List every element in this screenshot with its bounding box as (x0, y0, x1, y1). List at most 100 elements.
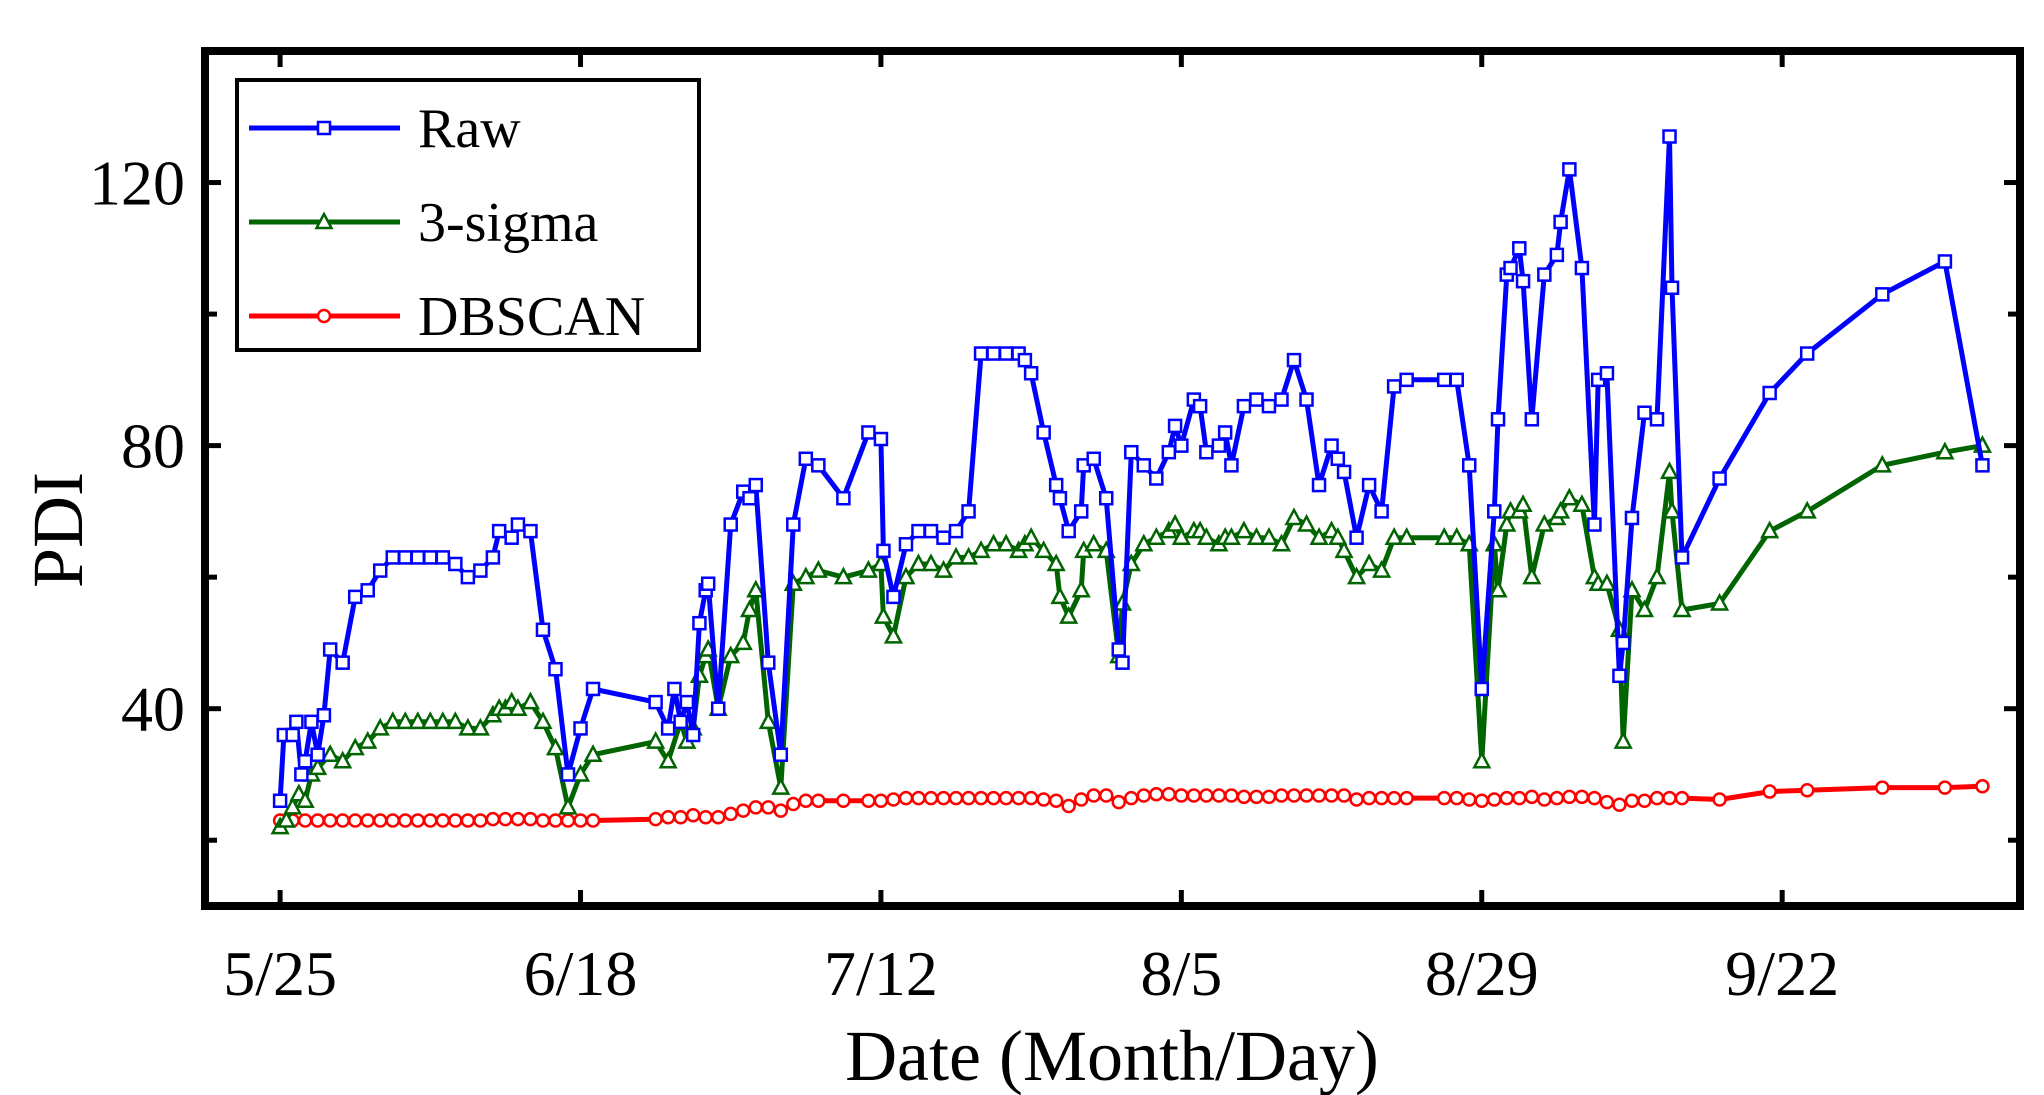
data-point-3-sigma (533, 711, 553, 730)
data-point-raw (1662, 129, 1677, 144)
data-point-3-sigma (1397, 527, 1417, 545)
data-point-dbscan (1299, 788, 1314, 803)
data-point-dbscan (1048, 793, 1064, 809)
data-point-raw (304, 714, 319, 730)
series-raw (272, 129, 1990, 809)
data-point-dbscan (310, 813, 325, 828)
data-point-raw (523, 523, 538, 539)
data-point-raw (1098, 490, 1114, 506)
data-point-dbscan (523, 811, 538, 827)
data-point-3-sigma (1709, 592, 1730, 611)
data-point-raw (948, 523, 964, 539)
data-point-dbscan (1124, 790, 1139, 806)
ticks-layer: 5/25 6/18 7/12 8/5 8/29 9/22 40 80 120 (89, 51, 2020, 1009)
data-point-raw (1461, 458, 1477, 473)
data-point-3-sigma (733, 632, 753, 651)
data-point-3-sigma (295, 790, 315, 809)
data-point-3-sigma (445, 711, 465, 730)
data-point-3-sigma (1334, 540, 1354, 559)
data-point-dbscan (510, 811, 526, 827)
data-point-raw (1224, 458, 1239, 473)
data-point-dbscan (1875, 780, 1890, 795)
data-point-raw (1674, 550, 1690, 565)
data-point-3-sigma (383, 711, 403, 730)
data-point-dbscan (1011, 790, 1026, 806)
data-point-dbscan (798, 793, 814, 809)
data-point-raw (1524, 412, 1540, 427)
data-point-3-sigma (1935, 441, 1955, 460)
data-point-3-sigma (508, 698, 528, 716)
data-point-dbscan (1512, 790, 1527, 806)
data-point-raw (385, 550, 401, 565)
data-point-3-sigma (1760, 520, 1780, 539)
data-point-3-sigma (420, 711, 440, 730)
data-point-3-sigma (796, 566, 816, 585)
data-point-dbscan (648, 811, 663, 827)
data-point-raw (1199, 444, 1214, 460)
data-point-dbscan (735, 803, 751, 818)
data-point-raw (510, 517, 526, 532)
data-point-3-sigma (345, 737, 365, 756)
data-point-raw (648, 694, 663, 710)
data-point-raw (876, 543, 891, 559)
legend-entry-3-sigma: 3-sigma (249, 192, 599, 254)
data-point-dbscan (961, 790, 976, 806)
data-point-3-sigma (996, 533, 1016, 552)
data-point-dbscan (1599, 794, 1615, 810)
data-point-3-sigma (1372, 559, 1392, 578)
data-point-dbscan (1587, 790, 1602, 806)
data-point-raw (1136, 458, 1152, 473)
data-point-raw (535, 622, 551, 638)
data-point-3-sigma (771, 776, 791, 795)
data-point-dbscan (986, 790, 1001, 806)
data-point-3-sigma (1165, 513, 1185, 532)
data-point-raw (1023, 366, 1039, 381)
data-point-raw (1052, 490, 1068, 506)
data-point-raw (1017, 352, 1033, 368)
data-point-3-sigma (1021, 527, 1041, 545)
data-point-dbscan (710, 809, 726, 825)
data-point-dbscan (322, 813, 338, 828)
data-point-3-sigma (933, 559, 954, 578)
data-point-raw (1637, 405, 1652, 420)
data-point-dbscan (1399, 790, 1414, 806)
data-point-dbscan (1549, 790, 1565, 806)
series-layer (270, 129, 1993, 835)
data-point-dbscan (535, 813, 551, 828)
data-point-dbscan (685, 807, 701, 823)
data-point-3-sigma (1497, 513, 1517, 532)
data-point-raw (1587, 517, 1602, 532)
data-point-dbscan (1624, 793, 1640, 809)
x-tick-label: 9/22 (1725, 938, 1839, 1009)
plot-frame (201, 47, 2024, 910)
data-point-dbscan (1662, 790, 1677, 806)
data-point-dbscan (1073, 792, 1089, 807)
data-point-raw (1336, 464, 1352, 480)
data-point-raw (673, 714, 688, 730)
data-point-dbscan (1649, 790, 1665, 806)
data-point-dbscan (410, 813, 426, 828)
data-point-dbscan (1224, 788, 1239, 803)
data-point-raw (1167, 418, 1183, 434)
data-point-raw (700, 576, 716, 591)
data-point-raw (786, 517, 801, 532)
data-point-raw (1474, 681, 1490, 697)
data-point-dbscan (673, 809, 688, 825)
data-point-dbscan (911, 790, 926, 806)
data-point-3-sigma (971, 540, 991, 559)
data-point-3-sigma (808, 559, 828, 578)
data-point-raw (1799, 346, 1815, 361)
data-point-raw (1349, 530, 1364, 545)
data-point-raw (1515, 273, 1531, 289)
data-point-raw (973, 346, 989, 361)
x-tick-label: 5/25 (223, 938, 337, 1009)
data-point-raw (1061, 523, 1076, 539)
data-point-dbscan (297, 813, 313, 828)
data-point-raw (1161, 444, 1177, 460)
data-point-raw (1115, 655, 1130, 670)
data-point-dbscan (660, 809, 676, 825)
data-point-raw (448, 556, 463, 572)
data-point-raw (1086, 451, 1101, 467)
data-point-raw (986, 346, 1001, 361)
